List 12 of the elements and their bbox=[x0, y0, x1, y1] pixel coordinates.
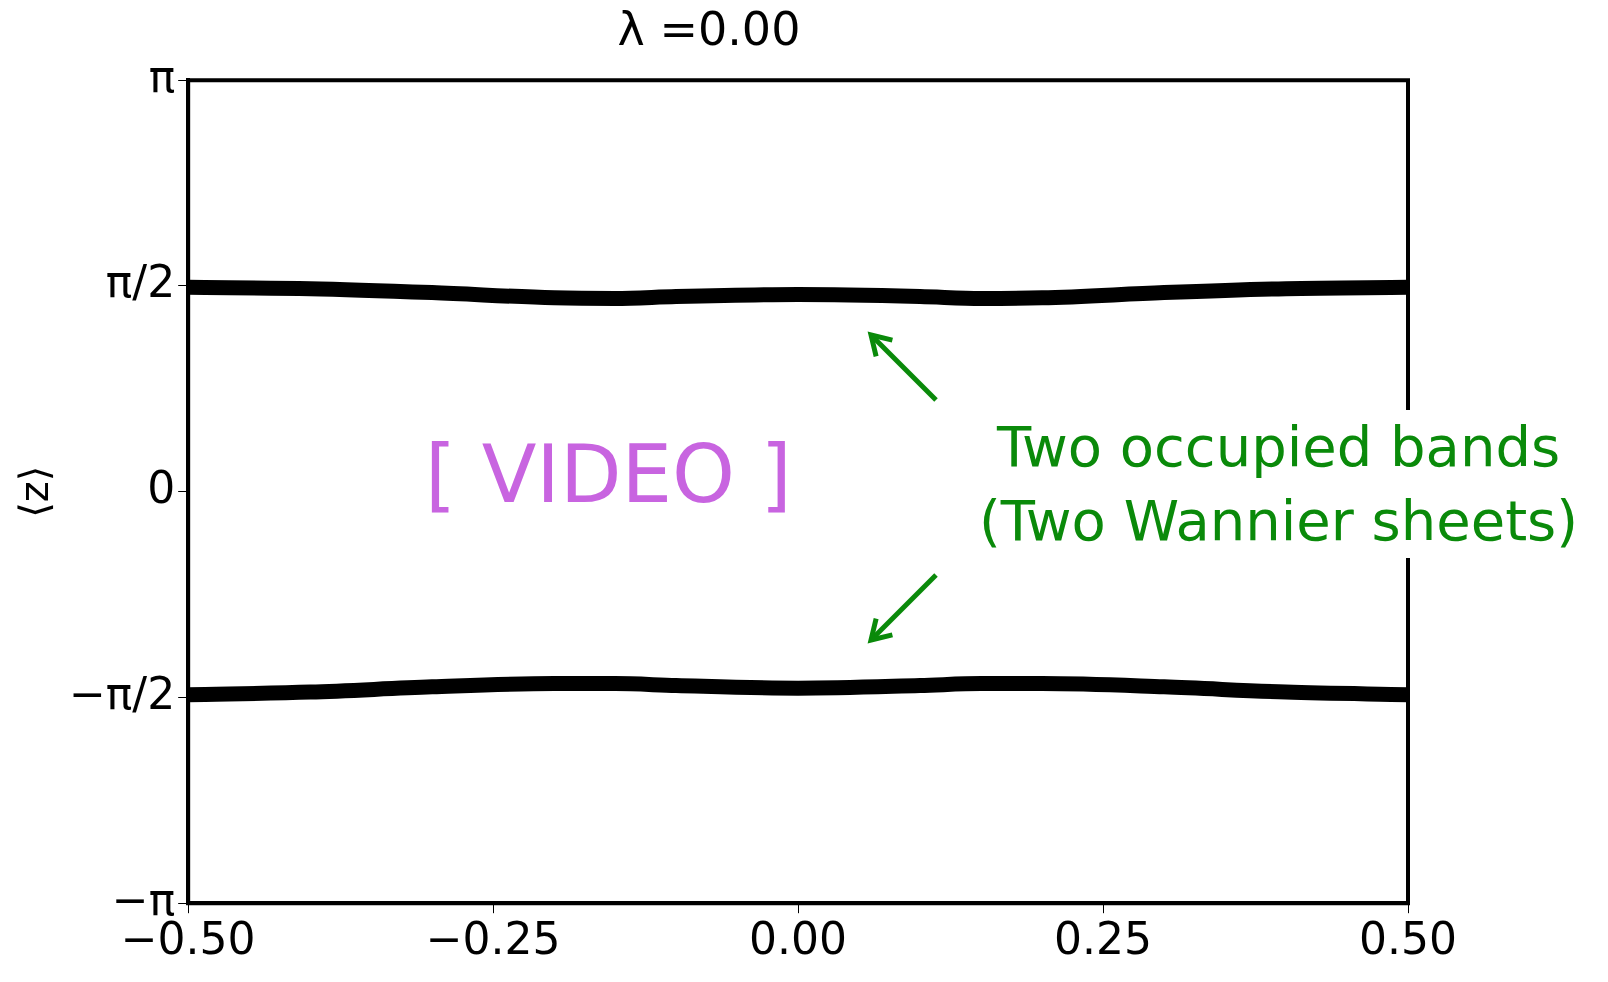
annotation: [ VIDEO ] bbox=[425, 428, 792, 521]
annotation: Two occupied bands (Two Wannier sheets) bbox=[975, 410, 1583, 558]
x-tick-label: 0.25 bbox=[1054, 913, 1153, 965]
x-tick-label: 0.50 bbox=[1359, 913, 1457, 965]
x-tick-label: −0.25 bbox=[425, 913, 561, 965]
y-tick-label: −π/2 bbox=[68, 667, 176, 719]
x-tick-label: 0.00 bbox=[749, 913, 848, 965]
y-tick-label: π/2 bbox=[105, 256, 176, 308]
chart-title: λ =0.00 bbox=[617, 1, 801, 56]
y-tick-label: π bbox=[148, 50, 176, 102]
y-tick-label: 0 bbox=[147, 462, 176, 514]
y-axis-title: ⟨z⟩ bbox=[11, 465, 58, 518]
